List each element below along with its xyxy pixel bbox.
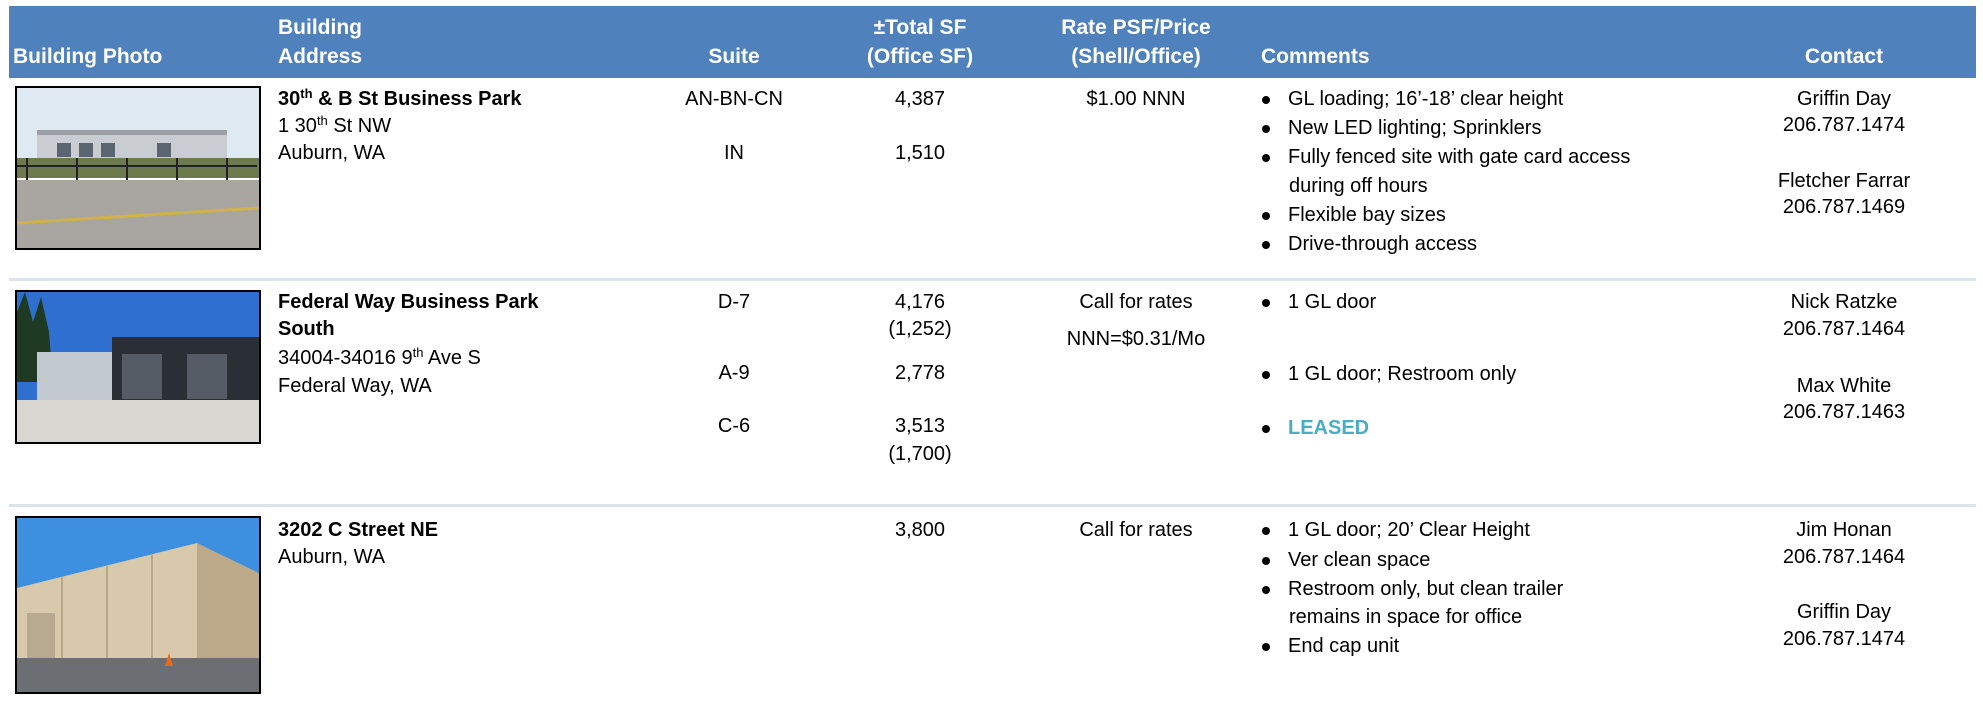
contact-phone: 206.787.1464 (1714, 316, 1974, 343)
row-separator (9, 504, 1976, 507)
contact-name: Max White (1714, 373, 1974, 400)
comment: remains in space for office (1289, 604, 1522, 631)
text: 1 30 (278, 115, 317, 137)
address-line: Auburn, WA (278, 544, 385, 571)
rate: $1.00 NNN (1006, 86, 1266, 113)
comment: 1 GL door; Restroom only (1288, 361, 1516, 388)
contact-phone: 206.787.1463 (1714, 399, 1974, 426)
comment: during off hours (1289, 173, 1428, 200)
comment: Drive-through access (1288, 231, 1477, 258)
address-line: Federal Way, WA (278, 373, 432, 400)
building-name: 3202 C Street NE (278, 517, 438, 544)
bullet (1262, 212, 1270, 220)
comment: Restroom only, but clean trailer (1288, 576, 1563, 603)
bullet (1262, 154, 1270, 162)
contact-phone: 206.787.1469 (1714, 194, 1974, 221)
text: Ave S (423, 347, 480, 369)
superscript: th (413, 345, 424, 360)
header-cell: (Shell/Office) (1006, 43, 1266, 70)
contact-name: Griffin Day (1714, 599, 1974, 626)
comment: Fully fenced site with gate card access (1288, 144, 1630, 171)
header-cell: Building (278, 14, 362, 41)
contact-name: Nick Ratzke (1714, 289, 1974, 316)
bullet (1262, 425, 1270, 433)
header-cell: Comments (1261, 43, 1370, 70)
comment: 1 GL door; 20’ Clear Height (1288, 517, 1530, 544)
building-name: South (278, 316, 335, 343)
contact-phone: 206.787.1474 (1714, 112, 1974, 139)
contact-phone: 206.787.1464 (1714, 544, 1974, 571)
contact-name: Fletcher Farrar (1714, 168, 1974, 195)
building-photo (15, 516, 261, 694)
header-cell: Address (278, 43, 362, 70)
row-separator (9, 278, 1976, 281)
building-photo (15, 290, 261, 444)
building-photo (15, 86, 261, 250)
contact-phone: 206.787.1474 (1714, 626, 1974, 653)
text: & B St Business Park (313, 88, 522, 110)
comment: Ver clean space (1288, 547, 1430, 574)
text: St NW (328, 115, 391, 137)
header-cell: Building Photo (13, 43, 162, 70)
bullet (1262, 371, 1270, 379)
rate: Call for rates (1006, 517, 1266, 544)
superscript: th (317, 113, 328, 128)
text: 34004-34016 9 (278, 347, 413, 369)
text: 30 (278, 88, 300, 110)
building-name: 30th & B St Business Park (278, 86, 522, 113)
superscript: th (300, 86, 312, 101)
address-line: 1 30th St NW (278, 113, 391, 140)
bullet (1262, 241, 1270, 249)
bullet (1262, 125, 1270, 133)
address-line: 34004-34016 9th Ave S (278, 345, 481, 372)
rate: NNN=$0.31/Mo (1006, 326, 1266, 353)
rate: Call for rates (1006, 289, 1266, 316)
bullet (1262, 557, 1270, 565)
building-name: Federal Way Business Park (278, 289, 539, 316)
square-feet: (1,700) (790, 441, 1050, 468)
bullet (1262, 643, 1270, 651)
bullet (1262, 527, 1270, 535)
comment: Flexible bay sizes (1288, 202, 1446, 229)
header-cell: Rate PSF/Price (1006, 14, 1266, 41)
square-feet: 3,513 (790, 413, 1050, 440)
page: Building Photo Building Address Suite ±T… (0, 0, 1983, 720)
contact-name: Griffin Day (1714, 86, 1974, 113)
header-cell: Contact (1714, 43, 1974, 70)
address-line: Auburn, WA (278, 140, 385, 167)
contact-name: Jim Honan (1714, 517, 1974, 544)
bullet (1262, 299, 1270, 307)
comment: GL loading; 16’-18’ clear height (1288, 86, 1563, 113)
comment: 1 GL door (1288, 289, 1376, 316)
bullet (1262, 96, 1270, 104)
square-feet: 2,778 (790, 360, 1050, 387)
comment: LEASED (1288, 415, 1369, 442)
comment: New LED lighting; Sprinklers (1288, 115, 1541, 142)
bullet (1262, 586, 1270, 594)
square-feet: 1,510 (790, 140, 1050, 167)
comment: End cap unit (1288, 633, 1399, 660)
